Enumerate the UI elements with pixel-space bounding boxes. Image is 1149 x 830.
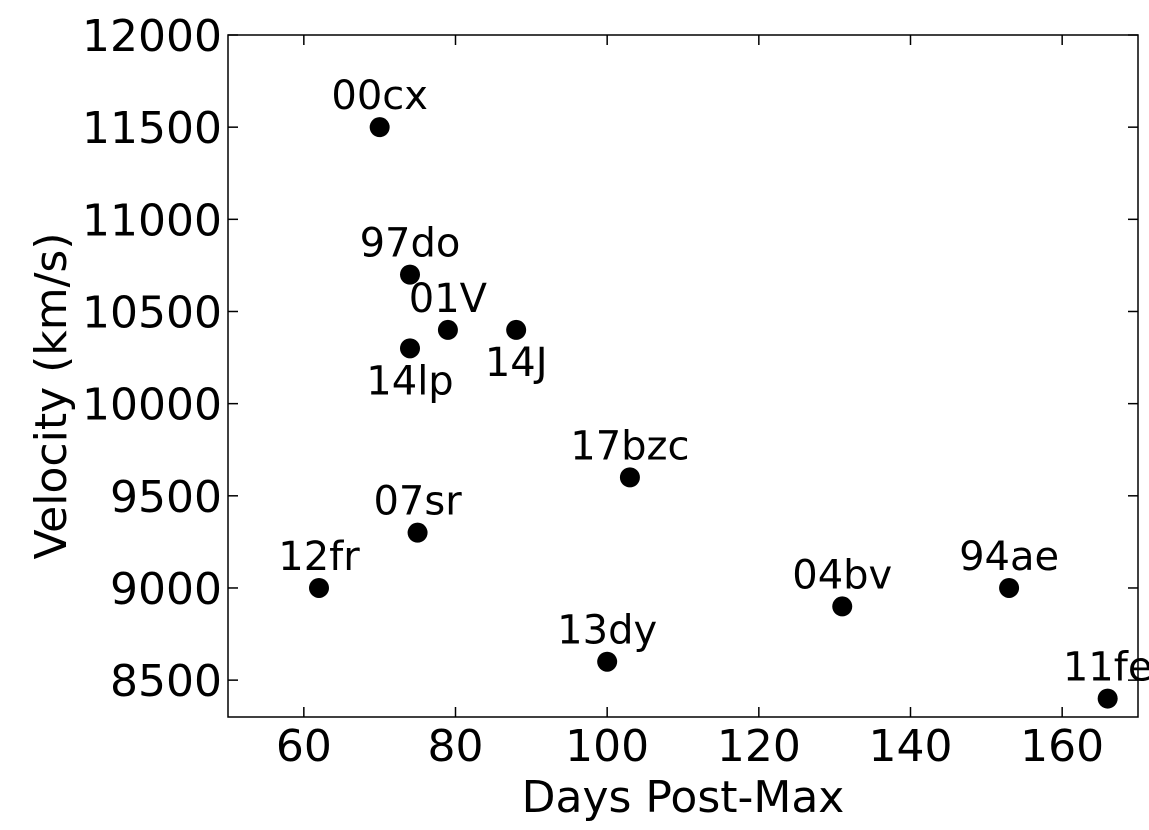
data-point bbox=[619, 467, 640, 488]
point-label: 01V bbox=[409, 276, 488, 322]
x-axis-label: Days Post-Max bbox=[522, 772, 845, 823]
data-point bbox=[407, 522, 428, 543]
y-tick-label: 11500 bbox=[82, 103, 222, 154]
plot-frame bbox=[227, 34, 1139, 718]
x-tick-label: 100 bbox=[565, 721, 649, 772]
data-point bbox=[1097, 688, 1118, 709]
point-label: 04bv bbox=[792, 552, 892, 598]
x-tick-label: 80 bbox=[428, 721, 484, 772]
point-label: 13dy bbox=[557, 608, 657, 654]
x-tick-label: 160 bbox=[1020, 721, 1104, 772]
point-label: 97do bbox=[360, 221, 461, 267]
point-label: 12fr bbox=[278, 534, 360, 580]
data-point bbox=[437, 319, 458, 340]
point-label: 14lp bbox=[366, 358, 453, 404]
y-tick-label: 8500 bbox=[110, 656, 222, 707]
point-label: 14J bbox=[485, 340, 548, 386]
y-tick-label: 10000 bbox=[82, 380, 222, 431]
data-point bbox=[369, 117, 390, 138]
y-tick-label: 9500 bbox=[110, 472, 222, 523]
x-tick-label: 140 bbox=[869, 721, 953, 772]
y-axis-label: Velocity (km/s) bbox=[26, 232, 77, 559]
x-axis-ticks: 60 80 100 120 140 160 bbox=[276, 35, 1104, 772]
y-tick-label: 12000 bbox=[82, 11, 222, 62]
point-label: 11fe bbox=[1063, 645, 1149, 691]
point-label: 00cx bbox=[331, 73, 428, 119]
data-point bbox=[999, 577, 1020, 598]
point-label: 94ae bbox=[959, 534, 1059, 580]
data-point bbox=[400, 338, 420, 359]
data-point bbox=[309, 577, 329, 598]
data-point bbox=[597, 651, 618, 672]
y-axis-ticks: 8500 9000 9500 10000 10500 11000 11500 12000 bbox=[82, 11, 1138, 707]
y-tick-label: 11000 bbox=[82, 195, 222, 246]
data-point bbox=[400, 264, 420, 285]
point-label: 07sr bbox=[373, 479, 462, 525]
x-tick-label: 120 bbox=[717, 721, 801, 772]
data-points: 00cx 97do 01V 14lp 14J 17bzc 07sr 12fr 13dy 04bv 9… bbox=[278, 73, 1149, 709]
data-point bbox=[832, 596, 853, 617]
y-tick-label: 9000 bbox=[110, 564, 222, 615]
point-label: 17bzc bbox=[570, 423, 689, 469]
y-tick-label: 10500 bbox=[82, 287, 222, 338]
x-tick-label: 60 bbox=[276, 721, 332, 772]
data-point bbox=[506, 319, 527, 340]
